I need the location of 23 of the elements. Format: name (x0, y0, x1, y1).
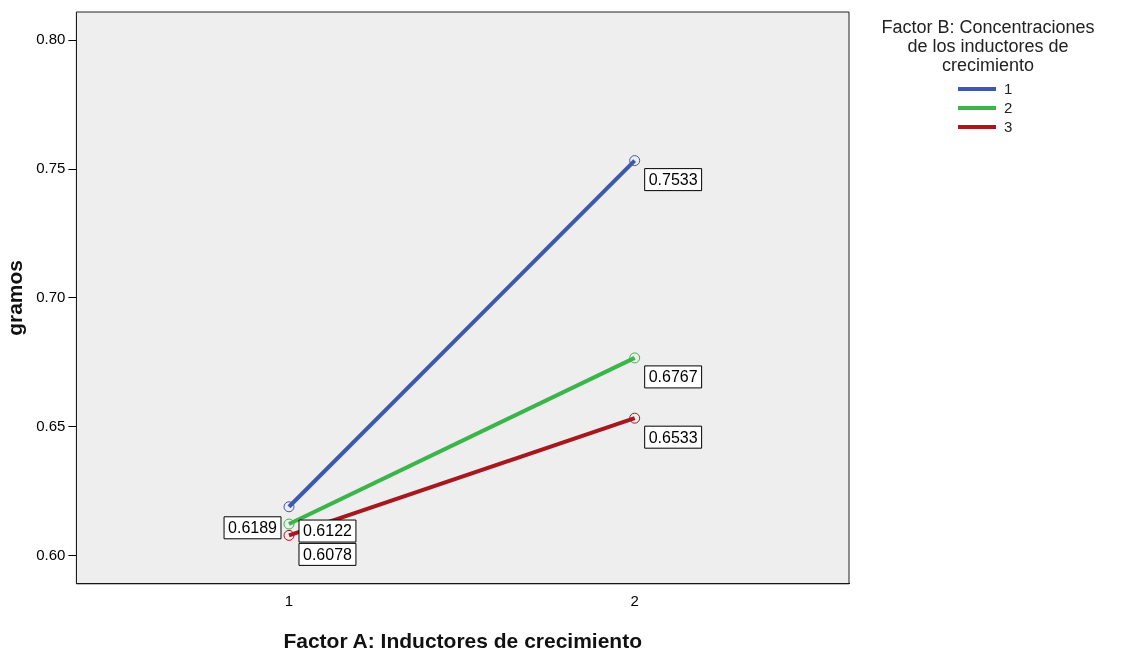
data-label: 0.7533 (648, 171, 698, 189)
y-axis-title: gramos (3, 259, 27, 336)
y-tick-label: 0.80 (36, 30, 66, 48)
legend-label: 2 (1004, 99, 1013, 116)
point (629, 352, 641, 364)
legend-title: Factor B: Concentraciones de los inductores de crecimiento (880, 17, 1096, 75)
y-tick-label: 0.75 (36, 159, 66, 177)
data-label: 0.6189 (228, 519, 278, 537)
y-tick-label: 0.70 (36, 288, 66, 306)
x-axis-title: Factor A: Inductores de crecimiento (283, 629, 643, 653)
data-label: 0.6122 (302, 522, 353, 540)
y-tick-label: 0.65 (36, 416, 66, 434)
y-tick-label: 0.60 (36, 545, 66, 563)
data-label: 0.6078 (302, 545, 353, 563)
point (283, 501, 295, 513)
data-label: 0.6767 (648, 368, 698, 386)
point (629, 155, 641, 167)
point (283, 518, 295, 530)
legend-label: 3 (1004, 118, 1013, 135)
data-label: 0.6533 (648, 428, 698, 446)
point (283, 529, 295, 541)
point (629, 412, 641, 424)
legend-label: 1 (1004, 80, 1013, 97)
